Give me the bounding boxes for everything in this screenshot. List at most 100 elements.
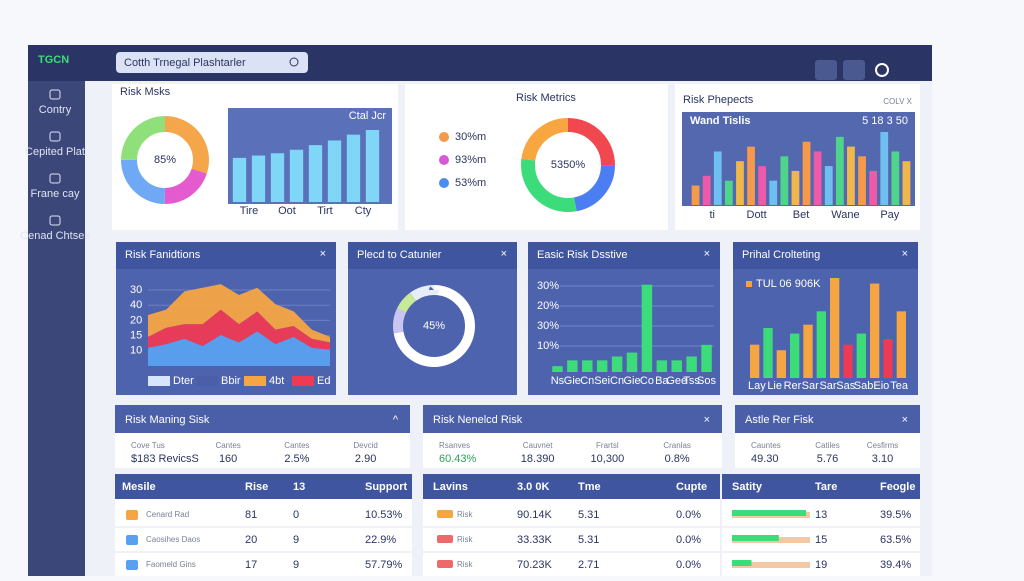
- stat-label: Frartsl: [596, 441, 619, 450]
- bar: [611, 356, 623, 372]
- nav-icon: [49, 131, 61, 142]
- cell: 9: [293, 534, 299, 546]
- icon-button[interactable]: [843, 60, 865, 80]
- panel-header: [735, 405, 920, 433]
- panel-title: Easic Risk Dsstive: [537, 249, 627, 261]
- nav-icon: [49, 173, 61, 184]
- x-label: Dott: [747, 209, 767, 221]
- cell: 0.0%: [676, 509, 701, 521]
- donut-segment: [121, 116, 209, 204]
- cell: 5.31: [578, 534, 599, 546]
- column-header: Tare: [815, 481, 837, 493]
- legend: Ctal Jcr: [349, 110, 387, 122]
- panel-header: [423, 405, 722, 433]
- cell: 81: [245, 509, 257, 521]
- bar: [232, 157, 247, 202]
- legend-chip: [196, 376, 218, 386]
- stat-label: Cantes: [284, 441, 309, 450]
- column-header: Mesile: [122, 481, 156, 493]
- bar: [656, 360, 668, 372]
- cell: 39.4%: [880, 559, 911, 571]
- cell: 15: [815, 534, 827, 546]
- stat-label: Cauntes: [751, 441, 781, 450]
- legend-label: 53%m: [455, 177, 486, 189]
- stat-value: 60.43%: [439, 453, 477, 465]
- donut-segment: [121, 116, 209, 204]
- close-button[interactable]: ×: [902, 248, 908, 260]
- cell: 0: [293, 509, 299, 521]
- bar: [724, 180, 733, 205]
- close-button[interactable]: ×: [320, 248, 326, 260]
- bar: [552, 366, 563, 372]
- close-button[interactable]: ×: [501, 248, 507, 260]
- bar: [582, 360, 593, 372]
- stat-label: Cove Tus: [131, 441, 165, 450]
- bar: [802, 141, 811, 205]
- bar: [289, 149, 304, 202]
- close-button[interactable]: ×: [704, 248, 710, 260]
- stat-label: Cantes: [215, 441, 240, 450]
- bar: [824, 166, 833, 205]
- stat-value: 2.90: [355, 453, 376, 465]
- bar: [758, 166, 767, 205]
- x-label: Sar: [802, 380, 819, 392]
- panel-control[interactable]: ^: [393, 414, 399, 426]
- stat-value: 10,300: [591, 453, 625, 465]
- bar: [308, 145, 323, 202]
- cell: 0.0%: [676, 559, 701, 571]
- bar: [686, 356, 697, 372]
- bar: [701, 344, 712, 372]
- stat-label: Cesfirms: [867, 441, 899, 450]
- y-label: 20: [130, 314, 142, 326]
- nav-item: Cepited Plat: [25, 146, 85, 158]
- search-icon[interactable]: [875, 63, 889, 77]
- bar: [847, 146, 855, 205]
- bar: [891, 151, 900, 205]
- panel: [405, 84, 668, 230]
- bar: [858, 156, 866, 205]
- nav-item: Contry: [39, 104, 72, 116]
- legend-label: Dter: [173, 375, 194, 387]
- bar: [790, 333, 800, 378]
- bar: [691, 185, 700, 205]
- bar: [567, 360, 578, 372]
- cell: 0.0%: [676, 534, 701, 546]
- panel-header: [116, 242, 336, 269]
- search-box[interactable]: [116, 52, 308, 73]
- bar: [251, 155, 266, 202]
- panel-title: Astle Rer Fisk: [745, 414, 814, 426]
- bar: [747, 146, 755, 205]
- nav-icon: [49, 215, 61, 226]
- y-label: 40: [130, 299, 142, 311]
- x-label: Sab: [854, 380, 874, 392]
- panel-control[interactable]: ×: [704, 414, 710, 426]
- bar: [902, 161, 911, 205]
- x-label: Sei: [594, 375, 610, 387]
- x-label: Gie: [623, 375, 640, 387]
- cell: 90.14K: [517, 509, 553, 521]
- column-header: 3.0 0K: [517, 481, 549, 493]
- stat-value: 160: [219, 453, 237, 465]
- x-label: Tea: [890, 380, 909, 392]
- x-label: Ns: [551, 375, 565, 387]
- y-label: 30: [130, 284, 142, 296]
- box-title: Wand Tislis: [690, 115, 751, 127]
- panel-control[interactable]: ×: [902, 414, 908, 426]
- legend-chip: [292, 376, 314, 386]
- panel-title: Prihal Crolteting: [742, 249, 820, 261]
- bar: [641, 284, 653, 372]
- icon-button[interactable]: [815, 60, 837, 80]
- stat-label: Devcid: [353, 441, 377, 450]
- cell: 39.5%: [880, 509, 911, 521]
- bar: [843, 344, 853, 378]
- cell: Caosihes Daos: [146, 535, 200, 544]
- legend-label: 93%m: [455, 154, 486, 166]
- swatch: [437, 560, 453, 568]
- cell: 17: [245, 559, 257, 571]
- sidebar: [28, 81, 85, 576]
- x-label: Co: [640, 375, 654, 387]
- cell: 20: [245, 534, 257, 546]
- x-label: Bet: [793, 209, 810, 221]
- y-label: 15: [130, 330, 142, 342]
- area: [148, 284, 330, 343]
